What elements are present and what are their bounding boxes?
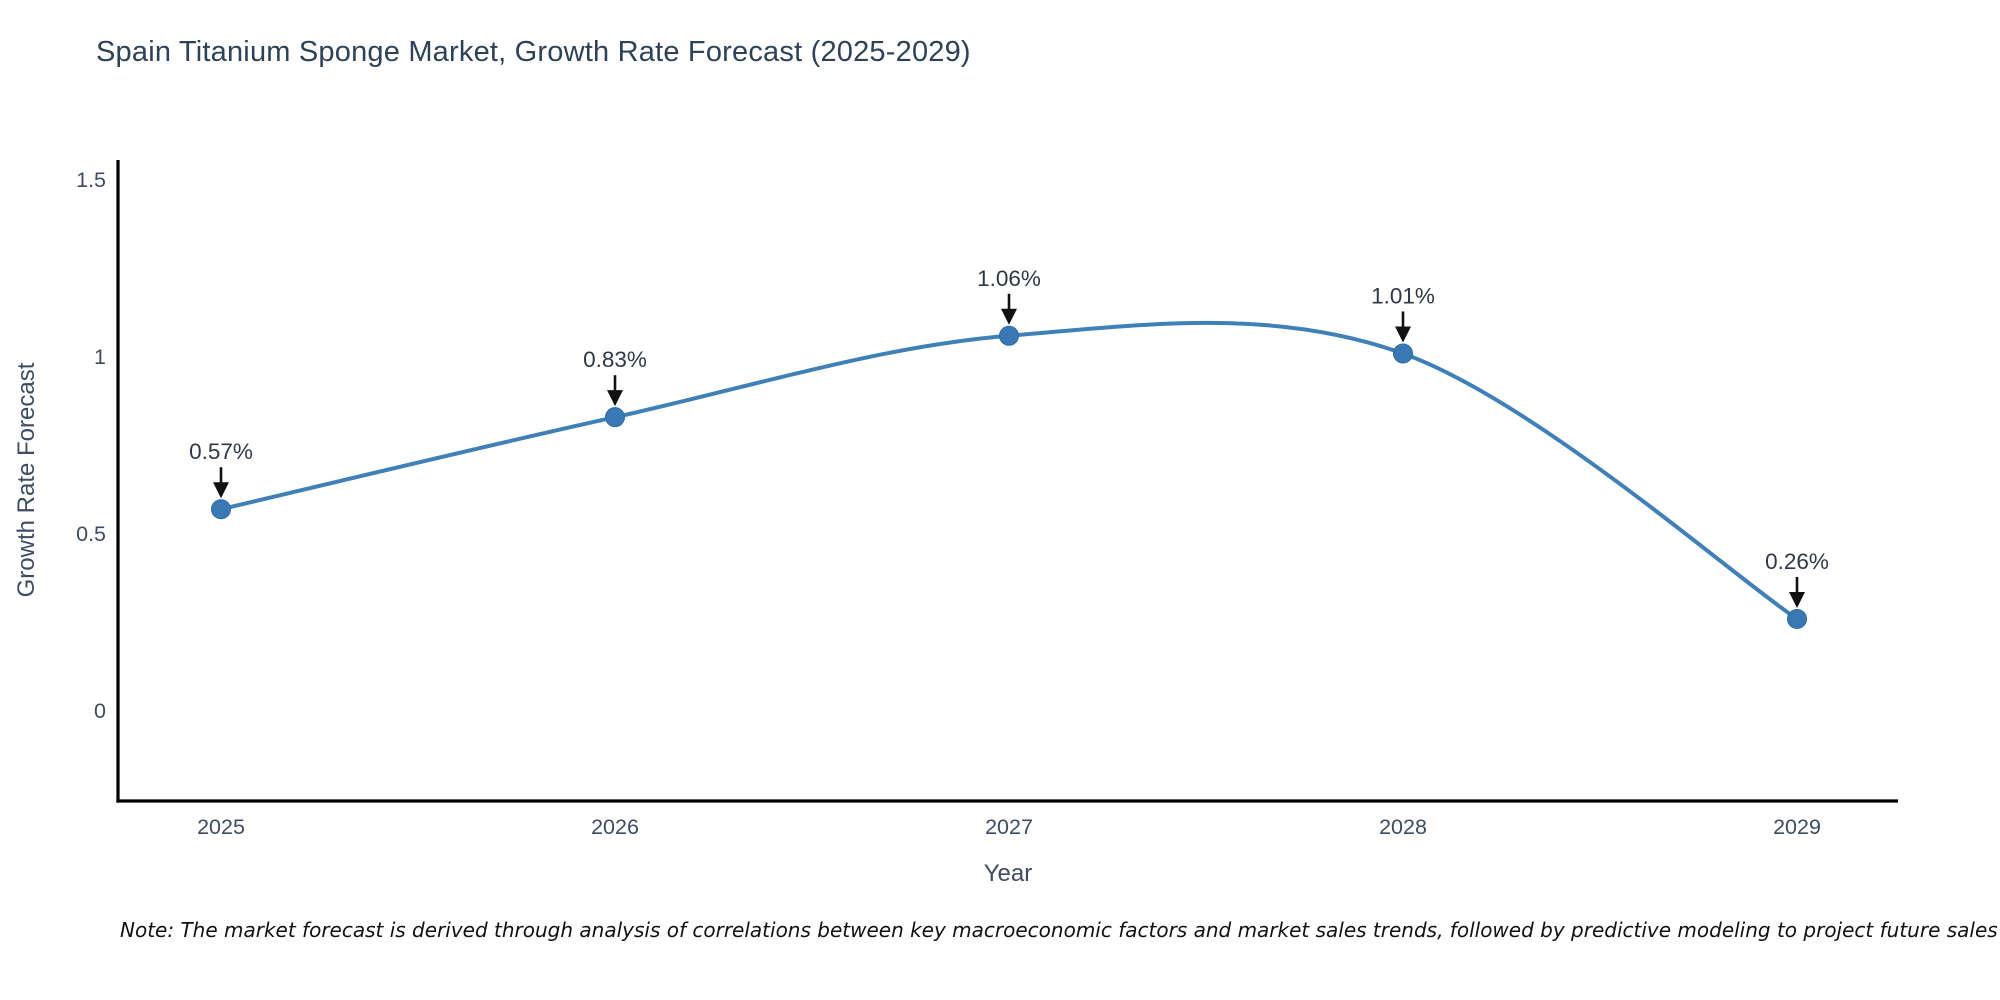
- point-annotation: 0.83%: [583, 347, 647, 407]
- y-tick-label: 0: [94, 699, 106, 723]
- point-annotation: 1.01%: [1371, 283, 1435, 343]
- point-annotation: 0.57%: [189, 439, 253, 499]
- data-point-marker: [605, 407, 625, 428]
- x-axis-title: Year: [983, 860, 1033, 887]
- annotation-arrowhead-icon: [1395, 326, 1411, 343]
- data-point-marker: [1393, 343, 1413, 364]
- point-label: 0.57%: [189, 439, 253, 464]
- point-label: 1.06%: [977, 266, 1041, 291]
- chart-title: Spain Titanium Sponge Market, Growth Rat…: [96, 36, 971, 68]
- y-tick-label: 1.5: [76, 168, 106, 192]
- forecast-line: [219, 320, 1799, 621]
- data-point-marker: [999, 325, 1019, 346]
- x-tick-label: 2027: [985, 815, 1033, 839]
- point-annotation: 0.26%: [1765, 549, 1829, 608]
- x-tick-label: 2025: [197, 815, 245, 839]
- y-tick-label: 0.5: [76, 522, 106, 546]
- y-tick-label: 1: [94, 345, 106, 369]
- data-point-marker: [211, 499, 231, 520]
- point-label: 0.26%: [1765, 549, 1829, 574]
- annotation-arrowhead-icon: [1001, 308, 1017, 325]
- annotation-arrowhead-icon: [213, 482, 229, 499]
- point-label: 0.83%: [583, 347, 647, 372]
- data-point-marker: [1787, 608, 1807, 629]
- footnote: Note: The market forecast is derived thr…: [120, 918, 1998, 942]
- x-tick-label: 2026: [591, 815, 639, 839]
- annotation-arrowhead-icon: [1789, 591, 1805, 608]
- annotation-arrowhead-icon: [607, 390, 623, 407]
- point-annotation: 1.06%: [977, 266, 1041, 325]
- x-tick-label: 2028: [1379, 815, 1427, 839]
- x-tick-label: 2029: [1773, 815, 1821, 839]
- point-label: 1.01%: [1371, 283, 1435, 308]
